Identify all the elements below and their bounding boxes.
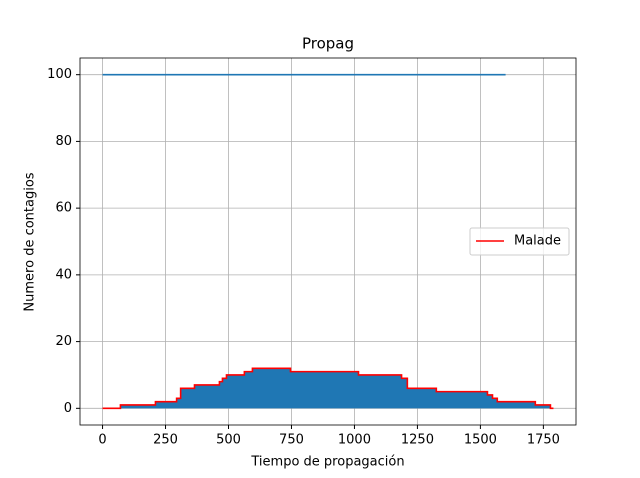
y-tick-label: 60	[55, 201, 72, 216]
x-tick-label: 1000	[338, 433, 371, 448]
x-tick-label: 1250	[401, 433, 434, 448]
area-fill	[102, 368, 554, 409]
y-tick-label: 100	[47, 67, 72, 82]
y-axis-label: Numero de contagios	[23, 172, 38, 311]
chart-title: Propag	[302, 35, 354, 53]
x-tick-label: 1750	[527, 433, 560, 448]
x-tick-label: 250	[153, 433, 178, 448]
y-tick-label: 0	[64, 401, 72, 416]
x-tick-label: 500	[216, 433, 241, 448]
y-tick-label: 20	[55, 334, 72, 349]
y-tick-label: 40	[55, 267, 72, 282]
series-line	[102, 367, 554, 410]
x-tick-label: 0	[98, 433, 106, 448]
legend-box	[469, 227, 570, 256]
plot-frame	[79, 57, 577, 426]
x-tick-label: 750	[279, 433, 304, 448]
y-tick-label: 80	[55, 134, 72, 149]
x-tick-label: 1500	[464, 433, 497, 448]
legend-label: Malade	[514, 234, 561, 249]
x-axis-label: Tiempo de propagación	[250, 455, 404, 470]
